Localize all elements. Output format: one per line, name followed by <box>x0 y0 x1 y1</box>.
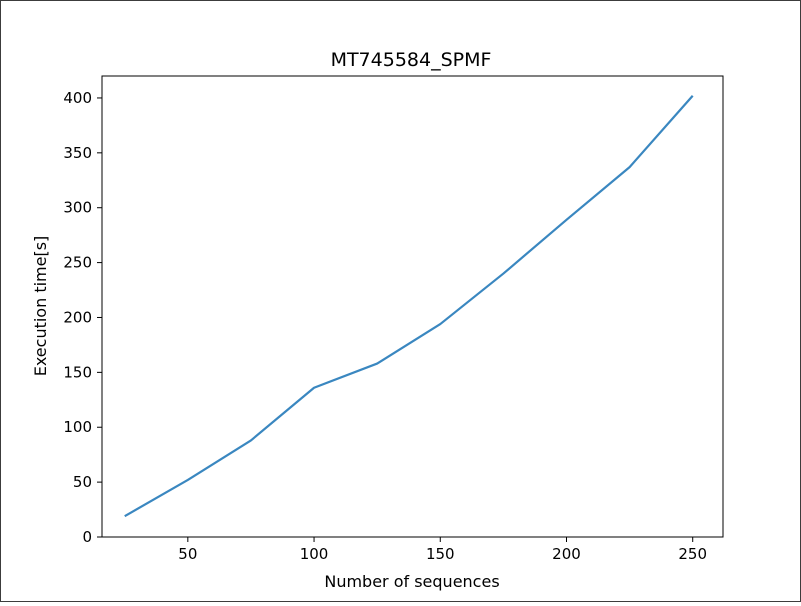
y-tick-label: 0 <box>82 528 92 546</box>
y-tick-label: 150 <box>63 363 92 381</box>
y-tick-label: 400 <box>63 89 92 107</box>
x-tick-label: 100 <box>300 545 329 563</box>
y-tick-label: 100 <box>63 418 92 436</box>
y-tick-label: 350 <box>63 144 92 162</box>
y-tick-label: 200 <box>63 308 92 326</box>
x-tick-label: 50 <box>178 545 197 563</box>
x-axis-label: Number of sequences <box>324 572 499 591</box>
x-tick-label: 200 <box>552 545 581 563</box>
x-tick-label: 250 <box>678 545 707 563</box>
y-tick-label: 250 <box>63 254 92 272</box>
y-axis: 0 50 100 150 200 250 300 350 400 <box>63 89 102 546</box>
y-tick-label: 300 <box>63 199 92 217</box>
y-tick-label: 50 <box>73 473 92 491</box>
x-axis: 50 100 150 200 250 <box>178 537 707 563</box>
plot-area <box>124 95 694 518</box>
x-tick-label: 150 <box>426 545 455 563</box>
series-line <box>124 95 694 518</box>
axes-frame <box>101 75 724 538</box>
chart-title: MT745584_SPMF <box>331 49 492 71</box>
y-axis-label: Execution time[s] <box>31 236 50 377</box>
